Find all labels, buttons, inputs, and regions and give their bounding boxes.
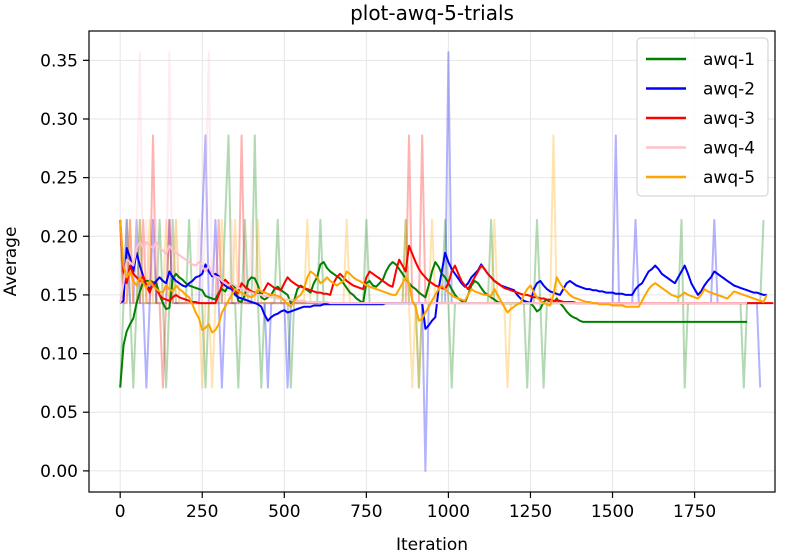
legend-label-awq-2: awq-2 (703, 80, 755, 100)
legend-label-awq-4: awq-4 (703, 139, 755, 159)
x-tick-label: 500 (268, 502, 300, 522)
plot-frame (88, 30, 776, 493)
series-lines (119, 51, 774, 472)
series-awq-4-average-line (119, 241, 748, 305)
x-tick-label: 1500 (591, 502, 634, 522)
y-tick-label: 0.00 (40, 462, 78, 482)
x-tick-label: 750 (350, 502, 382, 522)
y-tick-label: 0.35 (40, 51, 78, 71)
x-tick-label: 1250 (509, 502, 552, 522)
x-axis-title: Iteration (396, 535, 468, 555)
series-awq-2-average-line (119, 247, 767, 330)
x-tick-label: 0 (115, 502, 126, 522)
y-tick-label: 0.10 (40, 345, 78, 365)
x-tick-label: 1000 (427, 502, 470, 522)
legend-box (636, 37, 769, 197)
y-axis-title: Average (1, 227, 21, 297)
series-awq-5-average-line (119, 219, 768, 334)
legend-label-awq-5: awq-5 (703, 168, 755, 188)
legend-label-awq-1: awq-1 (703, 50, 755, 70)
chart-title: plot-awq-5-trials (350, 1, 514, 25)
series-awq-1-average-line (119, 261, 748, 388)
x-tick-label: 1750 (673, 502, 716, 522)
y-tick-label: 0.05 (40, 403, 78, 423)
y-tick-label: 0.15 (40, 286, 78, 306)
axis-ticks: 0 250 500 750 1000 1250 1500 1750 0.00 0.05 0.10 0.… (40, 51, 716, 522)
x-tick-label: 250 (186, 502, 218, 522)
legend: awq-1 awq-2 awq-3 awq-4 awq-5 (636, 37, 769, 197)
y-tick-label: 0.30 (40, 110, 78, 130)
y-tick-label: 0.25 (40, 169, 78, 189)
y-tick-label: 0.20 (40, 227, 78, 247)
legend-label-awq-3: awq-3 (703, 109, 755, 129)
